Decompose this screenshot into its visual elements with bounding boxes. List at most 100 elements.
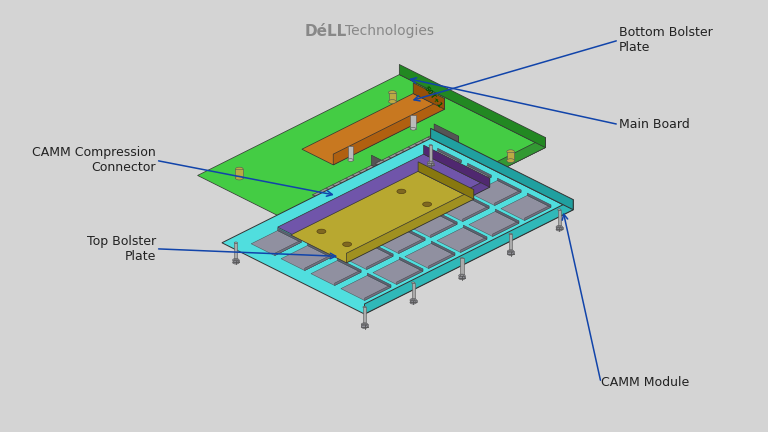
- Polygon shape: [501, 195, 551, 220]
- Polygon shape: [307, 243, 331, 257]
- Polygon shape: [359, 172, 383, 184]
- Ellipse shape: [427, 161, 434, 164]
- Polygon shape: [313, 229, 363, 254]
- Polygon shape: [434, 124, 458, 146]
- Polygon shape: [375, 229, 425, 254]
- Polygon shape: [369, 242, 393, 256]
- Polygon shape: [366, 254, 393, 270]
- Polygon shape: [315, 199, 366, 224]
- Polygon shape: [556, 227, 563, 229]
- Polygon shape: [435, 160, 462, 175]
- Text: Bottom Bolster
Plate: Bottom Bolster Plate: [619, 26, 713, 54]
- Polygon shape: [389, 92, 396, 102]
- Polygon shape: [342, 196, 366, 210]
- Polygon shape: [339, 227, 363, 241]
- Polygon shape: [468, 163, 492, 178]
- Ellipse shape: [343, 242, 352, 247]
- Polygon shape: [197, 75, 545, 248]
- Polygon shape: [399, 136, 458, 176]
- Ellipse shape: [458, 274, 465, 277]
- Polygon shape: [403, 195, 427, 210]
- Polygon shape: [429, 146, 432, 163]
- Polygon shape: [339, 208, 366, 224]
- Text: Top Bolster
Plate: Top Bolster Plate: [87, 235, 156, 263]
- Polygon shape: [498, 178, 521, 192]
- Ellipse shape: [412, 299, 415, 301]
- Polygon shape: [382, 160, 406, 172]
- Ellipse shape: [389, 100, 396, 103]
- Polygon shape: [495, 209, 519, 223]
- Ellipse shape: [234, 242, 237, 244]
- Ellipse shape: [422, 202, 432, 206]
- Polygon shape: [465, 175, 492, 191]
- Polygon shape: [345, 178, 370, 191]
- Polygon shape: [277, 154, 490, 260]
- Polygon shape: [469, 211, 519, 236]
- Polygon shape: [424, 145, 490, 187]
- Polygon shape: [428, 137, 452, 149]
- Polygon shape: [313, 194, 337, 207]
- Ellipse shape: [361, 323, 368, 326]
- Polygon shape: [463, 225, 487, 239]
- Polygon shape: [418, 162, 474, 199]
- Ellipse shape: [236, 167, 243, 171]
- Polygon shape: [471, 181, 521, 206]
- Polygon shape: [283, 215, 333, 240]
- Polygon shape: [234, 243, 237, 260]
- Polygon shape: [352, 175, 377, 187]
- Polygon shape: [395, 153, 420, 166]
- Polygon shape: [427, 163, 434, 165]
- Polygon shape: [305, 255, 331, 270]
- Ellipse shape: [397, 189, 406, 194]
- Text: Main Board: Main Board: [619, 118, 690, 131]
- Polygon shape: [396, 269, 423, 284]
- Polygon shape: [407, 213, 457, 238]
- Polygon shape: [348, 146, 353, 160]
- Ellipse shape: [458, 276, 465, 280]
- Polygon shape: [277, 228, 301, 242]
- Polygon shape: [310, 212, 333, 226]
- Ellipse shape: [558, 209, 561, 210]
- Ellipse shape: [233, 258, 239, 262]
- Polygon shape: [413, 83, 445, 109]
- Ellipse shape: [410, 127, 416, 130]
- Polygon shape: [408, 147, 433, 159]
- Ellipse shape: [509, 251, 512, 252]
- Polygon shape: [438, 148, 462, 162]
- Polygon shape: [437, 227, 487, 252]
- Polygon shape: [281, 245, 331, 270]
- Polygon shape: [341, 276, 391, 301]
- Polygon shape: [509, 234, 512, 251]
- Ellipse shape: [558, 226, 561, 228]
- Polygon shape: [439, 197, 489, 222]
- Ellipse shape: [361, 325, 368, 328]
- Ellipse shape: [460, 257, 464, 259]
- Polygon shape: [311, 260, 361, 286]
- Polygon shape: [233, 260, 239, 263]
- Polygon shape: [495, 190, 521, 206]
- Ellipse shape: [418, 147, 422, 149]
- Polygon shape: [409, 181, 459, 206]
- Polygon shape: [363, 307, 366, 324]
- Polygon shape: [525, 205, 551, 220]
- Polygon shape: [405, 243, 455, 268]
- Polygon shape: [458, 276, 465, 278]
- Polygon shape: [319, 191, 344, 204]
- Polygon shape: [345, 213, 396, 238]
- Polygon shape: [431, 128, 573, 210]
- Polygon shape: [508, 251, 514, 254]
- Polygon shape: [236, 169, 243, 178]
- Polygon shape: [356, 180, 359, 193]
- Polygon shape: [339, 181, 364, 194]
- Ellipse shape: [429, 145, 432, 146]
- Ellipse shape: [410, 299, 416, 302]
- Polygon shape: [558, 210, 561, 227]
- Polygon shape: [336, 239, 363, 254]
- Ellipse shape: [556, 226, 563, 229]
- Polygon shape: [465, 194, 489, 208]
- Polygon shape: [302, 94, 445, 165]
- Polygon shape: [343, 178, 490, 260]
- Polygon shape: [365, 200, 573, 314]
- Polygon shape: [461, 237, 487, 252]
- Ellipse shape: [556, 228, 563, 231]
